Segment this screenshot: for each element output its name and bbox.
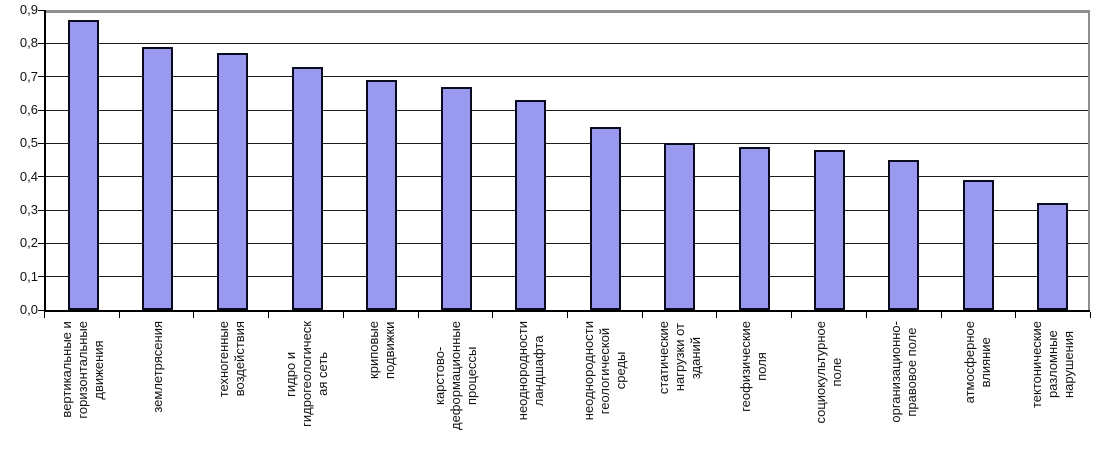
bar (962, 180, 994, 310)
x-axis-category-label: тектонические разломные нарушения (1028, 321, 1076, 409)
x-axis-category-label: карстово- деформационные процессы (432, 321, 480, 431)
y-axis-tick (38, 176, 44, 178)
y-axis-tick (38, 309, 44, 311)
y-axis-tick (38, 142, 44, 144)
gridline (46, 176, 1090, 178)
x-axis-category-label: вертикальные и горизонтальные движения (59, 321, 107, 419)
gridline (46, 109, 1090, 111)
y-axis-tick (38, 42, 44, 44)
x-axis-tick (1015, 312, 1017, 318)
y-axis-tick-label: 0,3 (19, 202, 38, 217)
bar (738, 146, 770, 310)
y-axis-tick-label: 0,4 (19, 168, 38, 184)
x-axis-category-label: криповые подвижки (365, 321, 397, 379)
bar (142, 46, 174, 310)
y-axis-tick (38, 109, 44, 111)
x-axis-category-label: социокультурное поле (813, 321, 844, 424)
bar (67, 20, 99, 310)
plot-border-top (46, 10, 1090, 13)
x-axis-category-label: неоднородности ландшафта (514, 321, 546, 421)
y-axis-tick-label: 0,7 (19, 68, 38, 84)
bar (813, 150, 845, 310)
y-axis-tick (38, 209, 44, 211)
x-axis-category-label: землетрясения (149, 321, 165, 413)
x-axis-tick (1090, 312, 1091, 318)
y-axis-tick-label: 0,8 (19, 35, 38, 51)
y-axis-tick-label: 0,5 (19, 135, 38, 151)
y-axis-tick-label: 0,9 (19, 2, 38, 17)
x-axis-tick (940, 312, 942, 318)
bar (366, 80, 398, 310)
x-axis-tick (193, 312, 195, 318)
bar (888, 160, 920, 310)
x-axis-category-label: статические нагрузки от зданий (655, 321, 703, 395)
x-axis-category-label: неоднородности геологической среды (581, 321, 629, 421)
gridline (46, 42, 1090, 44)
x-axis-tick (44, 312, 45, 318)
x-axis-tick (865, 312, 867, 318)
y-axis-tick (38, 276, 44, 278)
x-axis-tick (791, 312, 793, 318)
bar (291, 66, 323, 310)
x-axis-category-label: геофизические поля (738, 321, 770, 412)
gridline (46, 276, 1090, 278)
x-axis-tick (641, 312, 643, 318)
x-axis-category-label: организационно- правовое поле (887, 321, 919, 423)
y-axis-tick (38, 9, 44, 11)
y-axis-tick-label: 0,6 (19, 102, 38, 117)
x-axis-category-label: техногенные воздействия (216, 321, 248, 398)
x-axis-tick (268, 312, 270, 318)
x-axis-tick (417, 312, 419, 318)
y-axis-tick-label: 0,0 (19, 302, 38, 317)
y-axis-tick (38, 242, 44, 244)
y-axis (44, 10, 46, 312)
x-axis-category-label: гидро и гидрогеологическ ая сеть (283, 321, 330, 427)
bar (216, 53, 248, 310)
bar (1037, 203, 1069, 310)
y-axis-tick-label: 0,1 (19, 268, 38, 284)
bar (664, 143, 696, 310)
gridline (46, 142, 1090, 144)
bar (515, 100, 547, 310)
plot-border-right (1088, 10, 1090, 310)
x-axis-tick (567, 312, 568, 318)
x-axis-category-label: атмосферное влияние (962, 321, 994, 404)
y-axis-tick-label: 0,2 (19, 235, 38, 251)
x-axis-tick (118, 312, 120, 318)
gridline (46, 209, 1090, 211)
x-axis-tick (342, 312, 344, 318)
x-axis-tick (492, 312, 494, 318)
bar (440, 86, 472, 310)
gridline (46, 76, 1090, 78)
x-axis (44, 310, 1090, 312)
x-axis-tick (716, 312, 718, 318)
plot-area (46, 10, 1090, 310)
gridline (46, 242, 1090, 244)
bar (589, 126, 621, 310)
y-axis-tick (38, 76, 44, 78)
